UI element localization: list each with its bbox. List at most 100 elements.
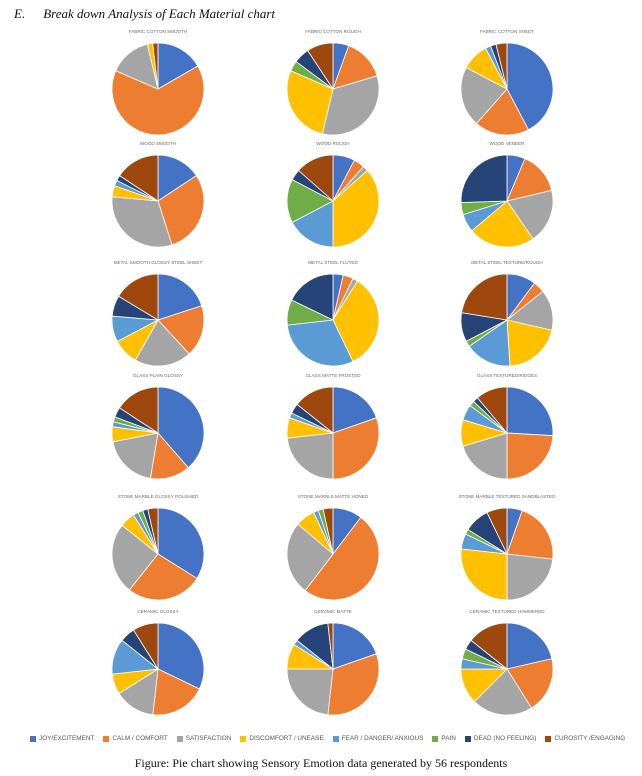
- pie-slice: [462, 432, 508, 480]
- legend-item: CALM / COMFORT: [103, 735, 168, 742]
- pie-slice: [332, 169, 380, 248]
- pie-slice: [134, 319, 190, 367]
- legend-swatch: [240, 735, 247, 742]
- pie-title: METAL STEEL TEXTURE/ROUGH: [471, 260, 542, 265]
- legend-label: CALM / COMFORT: [112, 735, 168, 742]
- pie-slice: [286, 668, 334, 716]
- pie-title: METAL STEEL FLUTED: [308, 260, 358, 265]
- pie-title: WOOD VENEER: [490, 141, 526, 146]
- pie-slice: [152, 42, 159, 90]
- pie-chart: CERAMIC MATTE: [286, 609, 380, 716]
- pie-slice: [486, 507, 508, 555]
- pie-slice: [468, 319, 511, 367]
- legend-label: FEAR / DANGER/ ANXIOUS: [341, 735, 424, 742]
- pie-chart: METAL STEEL TEXTURE/ROUGH: [460, 260, 554, 367]
- pie-slice: [506, 658, 554, 709]
- pie-slice: [157, 386, 205, 469]
- pie-charts-grid: FABRIC COTTON SMOOTH FABRIC COTTON ROUGH F…: [111, 29, 557, 716]
- legend-swatch: [30, 735, 36, 742]
- pie-slice: [473, 668, 533, 716]
- pie-slice: [475, 88, 529, 136]
- legend-item: CUROSITY /ENGAGING: [545, 735, 625, 742]
- pie-slice: [111, 196, 173, 248]
- pie-title: STONE MARBLE MATTE HONED: [298, 494, 369, 499]
- pie-chart: METAL STEEL FLUTED: [286, 260, 380, 367]
- pie-slice: [286, 432, 334, 480]
- legend-item: FEAR / DANGER/ ANXIOUS: [332, 735, 424, 742]
- legend-swatch: [332, 735, 339, 742]
- legend-item: SATISFACTION: [176, 735, 231, 742]
- legend-swatch: [176, 735, 183, 742]
- pie-title: FABRIC COTTON ROUGH: [305, 29, 361, 34]
- pie-slice: [119, 154, 159, 202]
- pie-title: GLASS MATTE FROSTED: [305, 373, 361, 378]
- pie-title: STONE MARBLE TEXTURED SANDBLASTED: [459, 494, 557, 499]
- pie-chart: STONE MARBLE GLOSSY POLISHED: [111, 494, 205, 601]
- legend-label: DISCOMFORT / UNEASE: [249, 735, 324, 742]
- legend-item: PAIN: [432, 735, 456, 742]
- pie-title: GLASS TEXTURED/RIDGES: [477, 373, 537, 378]
- pie-slice: [332, 417, 380, 480]
- pie-slice: [157, 175, 205, 246]
- pie-slice: [111, 65, 205, 136]
- pie-slice: [307, 42, 334, 91]
- legend-label: CUROSITY /ENGAGING: [554, 735, 626, 742]
- pie-title: GLASS PLAIN GLOSSY: [133, 373, 183, 378]
- pie-slice: [506, 42, 554, 131]
- section-letter: E.: [14, 6, 26, 21]
- pie-slice: [327, 653, 380, 716]
- pie-slice: [476, 386, 508, 435]
- pie-chart: FABRIC COTTON SHEET: [460, 29, 554, 136]
- pie-chart: STONE MARBLE TEXTURED SANDBLASTED: [459, 494, 557, 601]
- pie-slice: [327, 622, 334, 670]
- pie-slice: [128, 553, 198, 601]
- pie-chart: METAL SMOOTH GLOSSY STEEL SHEET: [111, 260, 205, 367]
- pie-title: CERAMIC GLOSSY: [137, 609, 178, 614]
- pie-slice: [296, 386, 334, 434]
- pie-slice: [332, 280, 380, 362]
- legend-swatch: [464, 735, 471, 742]
- pie-slice: [111, 524, 159, 591]
- pie-title: WOOD SMOOTH: [140, 141, 176, 146]
- pie-slice: [157, 305, 205, 355]
- pie-slice: [495, 42, 508, 90]
- pie-slice: [118, 273, 159, 321]
- pie-slice: [304, 516, 380, 601]
- pie-title: CERAMIC MATTE: [314, 609, 352, 614]
- legend-swatch: [103, 735, 110, 742]
- pie-slice: [298, 154, 334, 202]
- pie-slice: [506, 622, 553, 670]
- pie-slice: [506, 510, 554, 560]
- pie-slice: [132, 622, 159, 671]
- pie-chart: GLASS MATTE FROSTED: [286, 373, 380, 480]
- pie-slice: [506, 189, 554, 240]
- pie-title: FABRIC COTTON SHEET: [480, 29, 534, 34]
- pie-slice: [322, 507, 334, 555]
- pie-chart: WOOD ROUGH: [286, 141, 380, 248]
- pie-chart: FABRIC COTTON SMOOTH: [111, 29, 205, 136]
- pie-chart: CERAMIC TEXTURED HAMMERED: [460, 609, 554, 716]
- pie-slice: [506, 432, 554, 480]
- pie-slice: [506, 386, 554, 437]
- legend-swatch: [432, 735, 439, 742]
- legend-swatch: [545, 735, 552, 742]
- pie-slice: [286, 70, 334, 135]
- pie-slice: [470, 622, 508, 670]
- pie-slice: [147, 507, 159, 555]
- pie-slice: [157, 42, 199, 90]
- pie-slice: [112, 432, 159, 479]
- section-title: Break down Analysis of Each Material cha…: [43, 6, 276, 21]
- pie-chart: FABRIC COTTON ROUGH: [286, 29, 380, 136]
- pie-slice: [157, 273, 203, 321]
- legend: JOY/EXCITEMENT CALM / COMFORT SATISFACTI…: [30, 735, 630, 742]
- pie-slice: [286, 319, 354, 367]
- figure-caption: Figure: Pie chart showing Sensory Emotio…: [134, 756, 508, 770]
- pie-slice: [152, 668, 200, 716]
- pie-slice: [321, 75, 380, 136]
- pie-chart: CERAMIC GLOSSY: [111, 609, 205, 716]
- pie-slice: [506, 319, 553, 367]
- pie-slice: [118, 386, 159, 434]
- pie-slice: [286, 523, 334, 592]
- pie-chart: STONE MARBLE MATTE HONED: [286, 494, 380, 601]
- pie-slice: [471, 200, 534, 248]
